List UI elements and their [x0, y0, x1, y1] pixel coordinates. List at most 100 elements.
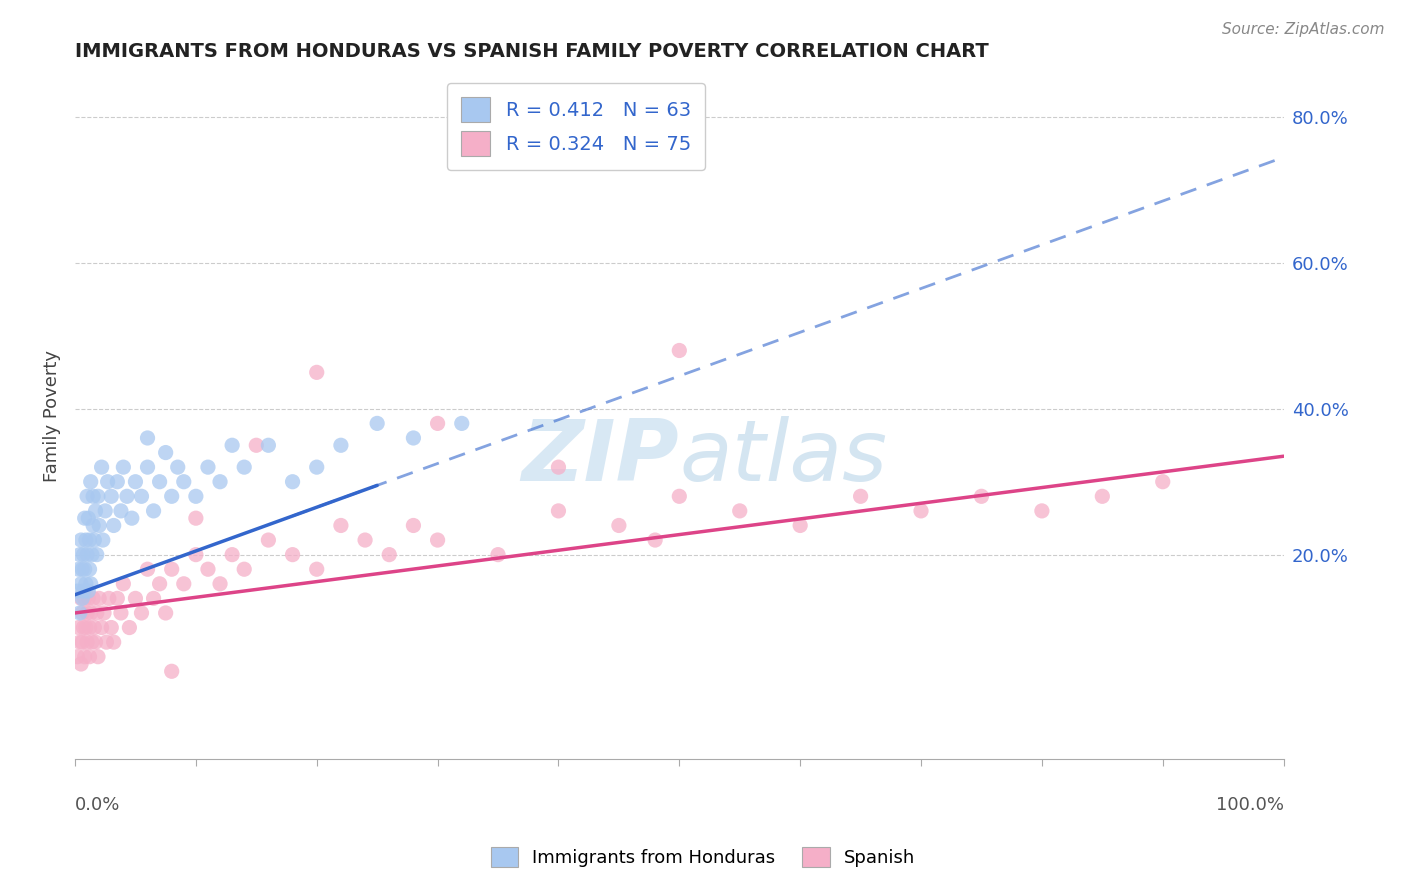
Point — [72, 548, 94, 562]
Point — [155, 606, 177, 620]
Point — [77, 511, 100, 525]
Point — [82, 591, 104, 606]
Point — [149, 576, 172, 591]
Point — [131, 606, 153, 620]
Point — [76, 606, 98, 620]
Point — [79, 533, 101, 547]
Point — [83, 533, 105, 547]
Point — [103, 635, 125, 649]
Point — [76, 635, 98, 649]
Point — [79, 562, 101, 576]
Point — [426, 417, 449, 431]
Point — [378, 548, 401, 562]
Point — [209, 576, 232, 591]
Point — [72, 562, 94, 576]
Point — [80, 635, 103, 649]
Point — [66, 584, 89, 599]
Text: ZIP: ZIP — [522, 416, 679, 499]
Text: Source: ZipAtlas.com: Source: ZipAtlas.com — [1222, 22, 1385, 37]
Legend: Immigrants from Honduras, Spanish: Immigrants from Honduras, Spanish — [484, 839, 922, 874]
Point — [644, 533, 666, 547]
Point — [789, 518, 811, 533]
Point — [82, 489, 104, 503]
Point — [366, 417, 388, 431]
Point — [221, 548, 243, 562]
Point — [136, 431, 159, 445]
Point — [1031, 504, 1053, 518]
Point — [124, 591, 146, 606]
Point — [131, 489, 153, 503]
Point — [89, 518, 111, 533]
Point — [93, 606, 115, 620]
Point — [89, 591, 111, 606]
Point — [87, 649, 110, 664]
Point — [184, 548, 207, 562]
Point — [112, 576, 135, 591]
Point — [66, 649, 89, 664]
Point — [72, 621, 94, 635]
Point — [1091, 489, 1114, 503]
Point — [668, 489, 690, 503]
Point — [160, 489, 183, 503]
Point — [115, 489, 138, 503]
Point — [305, 460, 328, 475]
Point — [73, 591, 96, 606]
Point — [257, 438, 280, 452]
Point — [245, 438, 267, 452]
Point — [118, 621, 141, 635]
Point — [77, 584, 100, 599]
Point — [184, 511, 207, 525]
Point — [76, 489, 98, 503]
Point — [76, 548, 98, 562]
Legend: R = 0.412   N = 63, R = 0.324   N = 75: R = 0.412 N = 63, R = 0.324 N = 75 — [447, 83, 704, 170]
Point — [87, 489, 110, 503]
Point — [72, 584, 94, 599]
Point — [103, 518, 125, 533]
Point — [910, 504, 932, 518]
Point — [450, 417, 472, 431]
Point — [91, 533, 114, 547]
Point — [79, 649, 101, 664]
Point — [77, 591, 100, 606]
Point — [97, 475, 120, 489]
Y-axis label: Family Poverty: Family Poverty — [44, 350, 60, 482]
Point — [547, 460, 569, 475]
Point — [402, 518, 425, 533]
Point — [305, 562, 328, 576]
Point — [70, 657, 93, 671]
Point — [70, 533, 93, 547]
Point — [72, 606, 94, 620]
Point — [96, 635, 118, 649]
Point — [136, 562, 159, 576]
Point — [849, 489, 872, 503]
Point — [1152, 475, 1174, 489]
Point — [82, 518, 104, 533]
Point — [233, 562, 256, 576]
Point — [80, 475, 103, 489]
Point — [86, 548, 108, 562]
Point — [149, 475, 172, 489]
Point — [67, 562, 90, 576]
Point — [80, 606, 103, 620]
Point — [136, 460, 159, 475]
Point — [97, 591, 120, 606]
Point — [112, 460, 135, 475]
Point — [79, 621, 101, 635]
Point — [70, 576, 93, 591]
Point — [329, 518, 352, 533]
Point — [72, 635, 94, 649]
Point — [173, 475, 195, 489]
Point — [160, 562, 183, 576]
Point — [124, 475, 146, 489]
Point — [668, 343, 690, 358]
Point — [209, 475, 232, 489]
Point — [121, 511, 143, 525]
Point — [110, 606, 132, 620]
Point — [197, 562, 219, 576]
Point — [281, 548, 304, 562]
Point — [329, 438, 352, 452]
Point — [70, 591, 93, 606]
Point — [73, 511, 96, 525]
Point — [105, 475, 128, 489]
Point — [90, 621, 112, 635]
